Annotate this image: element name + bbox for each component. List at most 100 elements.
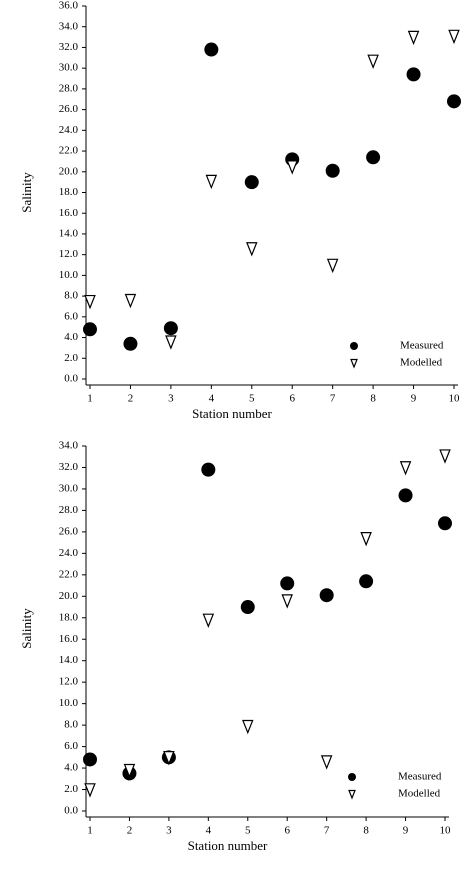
y-tick-label: 6.0 bbox=[64, 740, 78, 752]
y-tick-label: 4.0 bbox=[64, 762, 78, 774]
point bbox=[326, 258, 339, 274]
point bbox=[407, 30, 420, 46]
legend-marker bbox=[350, 358, 358, 369]
y-tick-label: 18.0 bbox=[59, 186, 79, 198]
point bbox=[281, 594, 293, 609]
y-tick-label: 28.0 bbox=[59, 82, 79, 94]
x-axis-label: Station number bbox=[192, 406, 272, 421]
point bbox=[246, 242, 258, 257]
y-tick-label: 32.0 bbox=[59, 461, 79, 473]
y-tick-label: 0.0 bbox=[64, 373, 78, 385]
y-tick-label: 10.0 bbox=[59, 697, 79, 709]
y-tick-label: 22.0 bbox=[59, 568, 79, 580]
y-tick-label: 8.0 bbox=[64, 290, 78, 302]
point bbox=[124, 293, 137, 309]
point bbox=[447, 94, 461, 109]
point bbox=[360, 532, 372, 547]
x-tick-label: 8 bbox=[363, 825, 369, 837]
y-tick-label: 2.0 bbox=[64, 783, 78, 795]
point bbox=[319, 588, 334, 603]
point bbox=[202, 613, 215, 628]
y-tick-label: 10.0 bbox=[59, 269, 79, 281]
x-tick-label: 2 bbox=[128, 393, 134, 405]
x-tick-label: 2 bbox=[127, 825, 133, 837]
y-tick-label: 6.0 bbox=[64, 310, 78, 322]
legend-label: Modelled bbox=[398, 788, 441, 800]
y-tick-label: 34.0 bbox=[59, 20, 79, 32]
y-tick-label: 16.0 bbox=[59, 633, 79, 645]
point bbox=[406, 67, 421, 82]
legend-marker bbox=[350, 342, 358, 350]
x-tick-label: 8 bbox=[370, 393, 376, 405]
y-tick-label: 34.0 bbox=[59, 440, 79, 452]
point bbox=[244, 175, 259, 190]
x-tick-label: 3 bbox=[166, 825, 172, 837]
y-tick-label: 36.0 bbox=[59, 0, 79, 12]
point bbox=[367, 54, 379, 69]
point bbox=[84, 783, 96, 798]
y-axis-label: Salinity bbox=[19, 608, 34, 649]
legend-marker bbox=[348, 789, 356, 800]
legend-label: Measured bbox=[400, 340, 444, 352]
y-tick-label: 16.0 bbox=[59, 207, 79, 219]
y-axis-label: Salinity bbox=[19, 172, 34, 213]
point bbox=[83, 322, 97, 337]
point bbox=[242, 719, 254, 735]
y-tick-label: 22.0 bbox=[59, 145, 79, 157]
point bbox=[123, 336, 138, 351]
y-tick-label: 0.0 bbox=[64, 805, 78, 817]
y-tick-label: 30.0 bbox=[59, 62, 79, 74]
point bbox=[165, 335, 177, 350]
x-tick-label: 1 bbox=[87, 825, 93, 837]
y-tick-label: 20.0 bbox=[59, 590, 79, 602]
y-tick-label: 26.0 bbox=[59, 103, 79, 115]
legend-label: Modelled bbox=[400, 357, 443, 369]
y-tick-label: 18.0 bbox=[59, 611, 79, 623]
y-tick-label: 12.0 bbox=[59, 248, 79, 260]
x-tick-label: 9 bbox=[403, 825, 409, 837]
point bbox=[439, 449, 451, 464]
point bbox=[163, 751, 175, 766]
y-tick-label: 8.0 bbox=[64, 719, 78, 731]
point bbox=[366, 150, 381, 165]
point bbox=[320, 755, 333, 770]
point bbox=[280, 576, 295, 591]
x-tick-label: 5 bbox=[245, 825, 251, 837]
point bbox=[398, 488, 413, 503]
point bbox=[399, 461, 412, 476]
x-tick-label: 10 bbox=[449, 393, 461, 405]
chart: 0.0 2.0 4.0 6.0 8.0 10.0 12.0 14.0 16.0 18.0 20.0 2… bbox=[19, 440, 452, 853]
point bbox=[83, 752, 97, 767]
y-tick-label: 12.0 bbox=[59, 676, 79, 688]
x-tick-label: 7 bbox=[330, 393, 336, 405]
point bbox=[205, 174, 218, 190]
point bbox=[325, 163, 340, 178]
x-tick-label: 3 bbox=[168, 393, 174, 405]
point bbox=[201, 462, 216, 477]
point bbox=[359, 574, 374, 589]
y-tick-label: 28.0 bbox=[59, 504, 79, 516]
x-axis-label: Station number bbox=[188, 838, 268, 853]
x-tick-label: 4 bbox=[209, 393, 215, 405]
point bbox=[286, 160, 298, 175]
y-tick-label: 24.0 bbox=[59, 124, 79, 136]
y-tick-label: 14.0 bbox=[59, 654, 79, 666]
point bbox=[438, 516, 452, 531]
point bbox=[163, 321, 178, 336]
x-tick-label: 6 bbox=[284, 825, 290, 837]
y-tick-label: 32.0 bbox=[59, 41, 79, 53]
point bbox=[240, 600, 255, 615]
y-tick-label: 20.0 bbox=[59, 165, 79, 177]
point bbox=[123, 763, 136, 779]
x-tick-label: 5 bbox=[249, 393, 255, 405]
y-tick-label: 26.0 bbox=[59, 525, 79, 537]
point bbox=[448, 29, 460, 45]
x-tick-label: 9 bbox=[411, 393, 417, 405]
chart: 0.0 2.0 4.0 6.0 8.0 10.0 12.0 14.0 16.0 18.0 20.0 2… bbox=[19, 0, 461, 421]
x-tick-label: 10 bbox=[440, 825, 452, 837]
x-tick-label: 4 bbox=[206, 825, 212, 837]
y-tick-label: 2.0 bbox=[64, 352, 78, 364]
y-tick-label: 24.0 bbox=[59, 547, 79, 559]
x-tick-label: 1 bbox=[87, 393, 93, 405]
